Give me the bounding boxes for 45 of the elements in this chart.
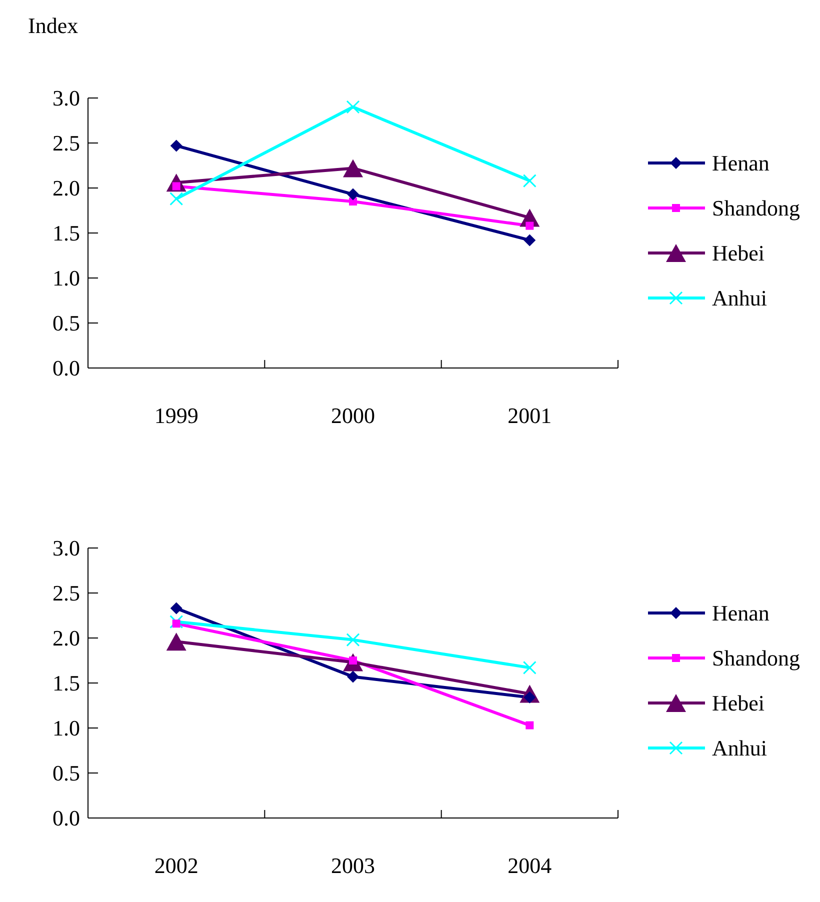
x-tick-label: 1999 <box>154 403 198 428</box>
point <box>524 234 536 246</box>
y-tick-label: 0.0 <box>52 806 80 831</box>
point <box>346 633 360 647</box>
x-tick-label: 2001 <box>508 403 552 428</box>
point <box>347 188 359 200</box>
y-tick-label: 2.5 <box>52 580 80 606</box>
y-axis-title: Index <box>28 13 78 38</box>
point <box>170 602 182 614</box>
x-tick-label: 2000 <box>331 403 375 428</box>
legend-label: Henan <box>712 600 770 626</box>
y-tick-label: 3.0 <box>52 86 80 111</box>
point <box>170 192 184 206</box>
point <box>343 159 363 178</box>
point <box>526 222 534 230</box>
legend-label: Henan <box>712 150 770 176</box>
y-tick-label: 0.5 <box>52 760 80 786</box>
y-tick-label: 1.5 <box>52 670 80 696</box>
legend-label: Hebei <box>712 240 765 266</box>
legend-label: Anhui <box>712 286 767 311</box>
point <box>170 615 184 629</box>
point <box>166 632 186 651</box>
point <box>522 174 536 188</box>
y-tick-label: 3.0 <box>52 536 80 561</box>
legend-label: Hebei <box>712 690 765 716</box>
y-tick-label: 1.0 <box>52 266 80 291</box>
legend-label: Anhui <box>712 736 767 761</box>
point <box>170 140 182 152</box>
legend-label: Shandong <box>712 646 800 671</box>
y-tick-label: 1.5 <box>52 220 80 246</box>
legend-label: Shandong <box>712 196 800 221</box>
point <box>522 660 536 674</box>
point <box>172 620 180 628</box>
y-tick-label: 0.0 <box>52 356 80 381</box>
point <box>347 670 359 683</box>
y-tick-label: 2.0 <box>52 626 80 651</box>
point <box>346 100 360 114</box>
y-tick-label: 1.0 <box>52 716 80 741</box>
y-tick-label: 0.5 <box>52 310 80 336</box>
x-tick-label: 2003 <box>331 853 375 878</box>
point <box>526 721 534 730</box>
y-tick-label: 2.0 <box>52 176 80 201</box>
x-tick-label: 2004 <box>508 853 552 878</box>
x-tick-label: 2002 <box>154 853 198 878</box>
y-tick-label: 2.5 <box>52 130 80 156</box>
